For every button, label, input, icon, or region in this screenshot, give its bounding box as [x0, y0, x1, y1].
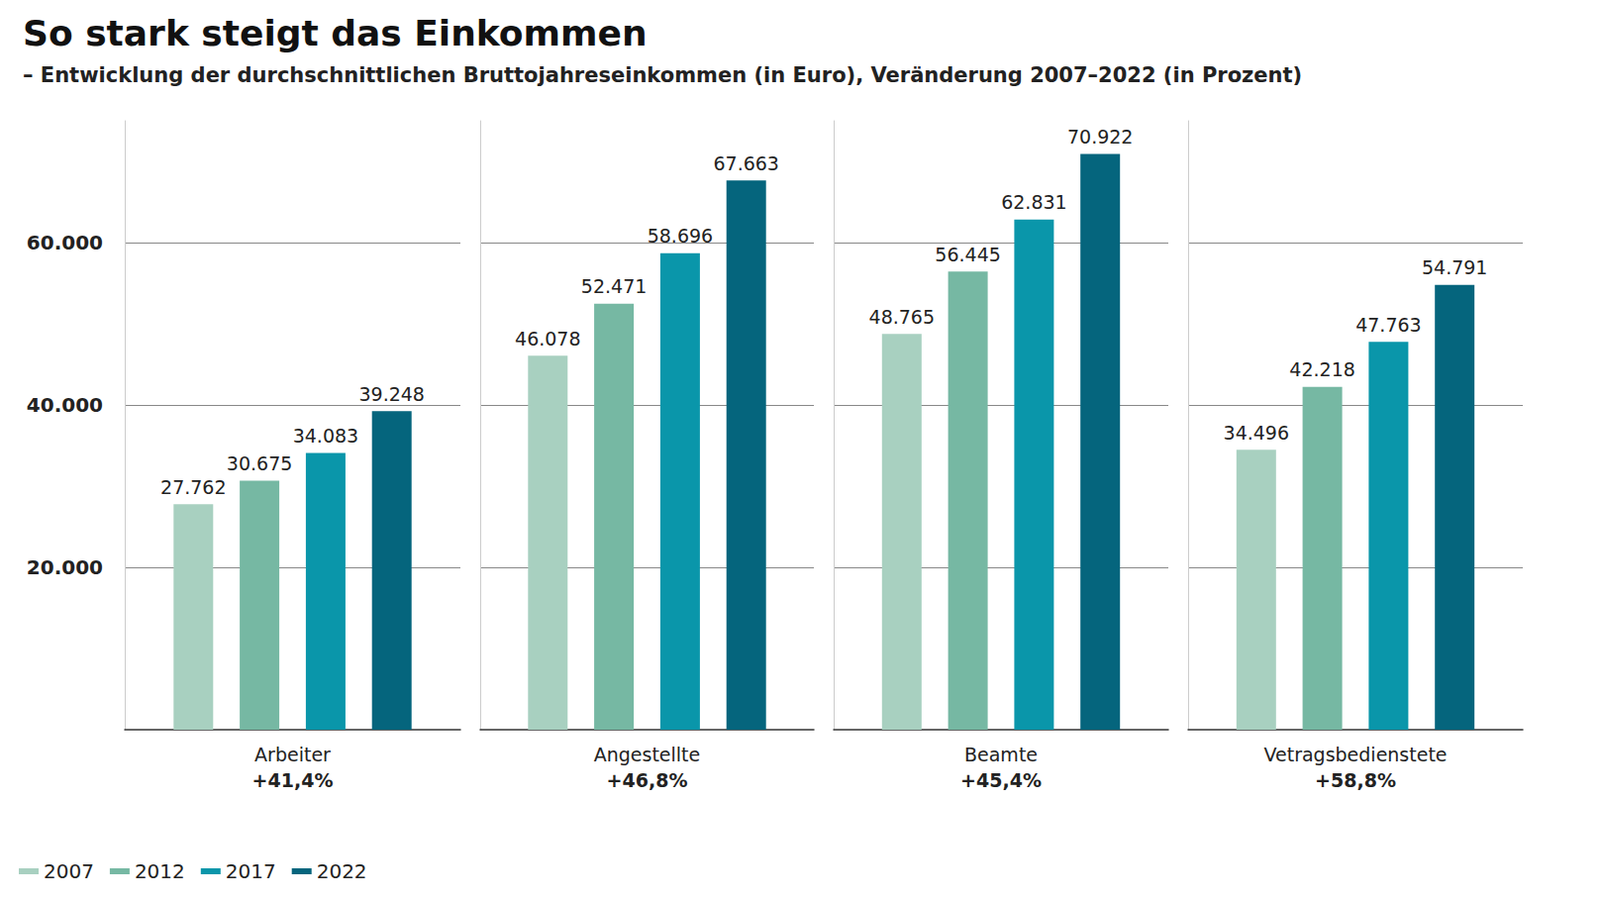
svg-text:52.471: 52.471: [581, 275, 647, 298]
svg-text:67.663: 67.663: [712, 152, 779, 175]
svg-text:+58,8%: +58,8%: [1314, 769, 1397, 792]
svg-text:56.445: 56.445: [934, 243, 1000, 266]
svg-text:2022: 2022: [316, 859, 368, 884]
svg-text:2007: 2007: [43, 859, 95, 884]
svg-text:20.000: 20.000: [26, 555, 103, 580]
svg-text:47.763: 47.763: [1355, 313, 1421, 336]
svg-text:27.762: 27.762: [160, 476, 226, 499]
svg-text:34.083: 34.083: [293, 424, 359, 447]
svg-text:2017: 2017: [225, 859, 277, 884]
svg-text:46.078: 46.078: [514, 327, 581, 350]
svg-text:Beamte: Beamte: [964, 743, 1038, 766]
svg-text:54.791: 54.791: [1421, 256, 1488, 279]
svg-text:+46,8%: +46,8%: [606, 769, 689, 792]
svg-text:– Entwicklung der durchschnitt: – Entwicklung der durchschnittlichen Bru…: [22, 63, 1302, 88]
svg-text:34.496: 34.496: [1223, 421, 1290, 444]
svg-text:58.696: 58.696: [647, 224, 713, 247]
svg-text:42.218: 42.218: [1289, 358, 1355, 381]
svg-text:Vetragsbedienstete: Vetragsbedienstete: [1263, 743, 1447, 766]
svg-text:So stark steigt das Einkommen: So stark steigt das Einkommen: [22, 12, 648, 54]
svg-text:48.765: 48.765: [869, 305, 935, 328]
svg-text:60.000: 60.000: [26, 230, 103, 255]
svg-text:+41,4%: +41,4%: [252, 769, 334, 792]
svg-text:62.831: 62.831: [1000, 191, 1067, 213]
svg-text:+45,4%: +45,4%: [960, 769, 1042, 792]
svg-text:70.922: 70.922: [1067, 125, 1133, 148]
svg-text:39.248: 39.248: [358, 383, 424, 405]
svg-text:Angestellte: Angestellte: [594, 743, 701, 766]
svg-text:30.675: 30.675: [226, 452, 293, 475]
svg-text:2012: 2012: [134, 859, 186, 884]
svg-text:Arbeiter: Arbeiter: [254, 743, 331, 766]
svg-text:40.000: 40.000: [26, 393, 103, 417]
